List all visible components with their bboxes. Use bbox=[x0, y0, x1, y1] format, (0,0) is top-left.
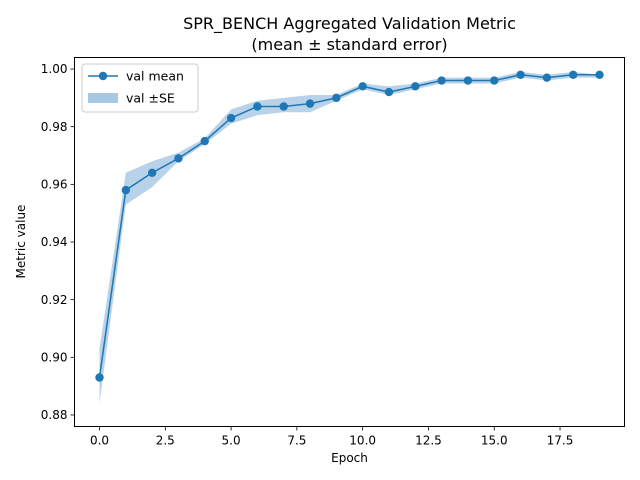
data-point bbox=[253, 102, 262, 111]
data-point bbox=[305, 99, 315, 108]
data-point bbox=[516, 70, 525, 80]
legend: val mean val ±SE bbox=[81, 63, 199, 113]
x-tick-label: 5.0 bbox=[222, 434, 241, 448]
data-point bbox=[200, 136, 209, 146]
legend-marker-swatch bbox=[98, 71, 108, 81]
plot-area bbox=[95, 70, 604, 404]
data-point bbox=[226, 113, 236, 123]
data-point bbox=[279, 102, 288, 111]
data-markers bbox=[95, 70, 604, 382]
legend-label-mean: val mean bbox=[126, 69, 184, 84]
mean-line bbox=[98, 74, 600, 378]
data-point bbox=[463, 76, 473, 85]
x-axis-label: Epoch bbox=[331, 451, 368, 465]
y-tick-label: 0.88 bbox=[41, 408, 68, 422]
y-tick-label: 0.98 bbox=[41, 120, 68, 134]
x-axis: 0.0 2.5 5.0 7.5 10.0 12.5 15.0 17.5 bbox=[90, 426, 574, 448]
y-tick-label: 0.94 bbox=[41, 235, 68, 249]
data-point bbox=[568, 70, 578, 80]
y-axis: 0.88 0.90 0.92 0.94 0.96 0.98 1.00 bbox=[41, 62, 75, 422]
y-tick-label: 0.90 bbox=[41, 351, 68, 365]
data-point bbox=[147, 168, 157, 178]
data-point bbox=[358, 82, 367, 91]
se-band bbox=[99, 71, 600, 404]
x-tick-label: 2.5 bbox=[156, 434, 175, 448]
chart-title: SPR_BENCH Aggregated Validation Metric bbox=[183, 14, 516, 34]
data-point bbox=[174, 154, 183, 163]
x-tick-label: 17.5 bbox=[547, 434, 574, 448]
x-tick-label: 0.0 bbox=[90, 434, 109, 448]
y-tick-label: 0.96 bbox=[41, 178, 68, 192]
data-point bbox=[490, 76, 499, 85]
axes-frame bbox=[74, 57, 625, 427]
y-tick-label: 0.92 bbox=[41, 293, 68, 307]
x-tick-label: 15.0 bbox=[481, 434, 508, 448]
y-tick-label: 1.00 bbox=[41, 62, 68, 76]
legend-band-swatch bbox=[88, 93, 118, 103]
data-point bbox=[332, 93, 341, 103]
y-axis-label: Metric value bbox=[14, 205, 28, 279]
data-point bbox=[384, 87, 394, 97]
data-point bbox=[411, 82, 420, 91]
x-tick-label: 10.0 bbox=[349, 434, 376, 448]
data-point bbox=[437, 76, 446, 85]
legend-label-se: val ±SE bbox=[126, 91, 175, 106]
data-point bbox=[595, 70, 604, 80]
data-point bbox=[542, 73, 552, 82]
x-tick-label: 7.5 bbox=[287, 434, 306, 448]
data-point bbox=[121, 185, 131, 195]
x-tick-label: 12.5 bbox=[415, 434, 442, 448]
chart-subtitle: (mean ± standard error) bbox=[251, 35, 447, 54]
data-point bbox=[95, 373, 104, 382]
